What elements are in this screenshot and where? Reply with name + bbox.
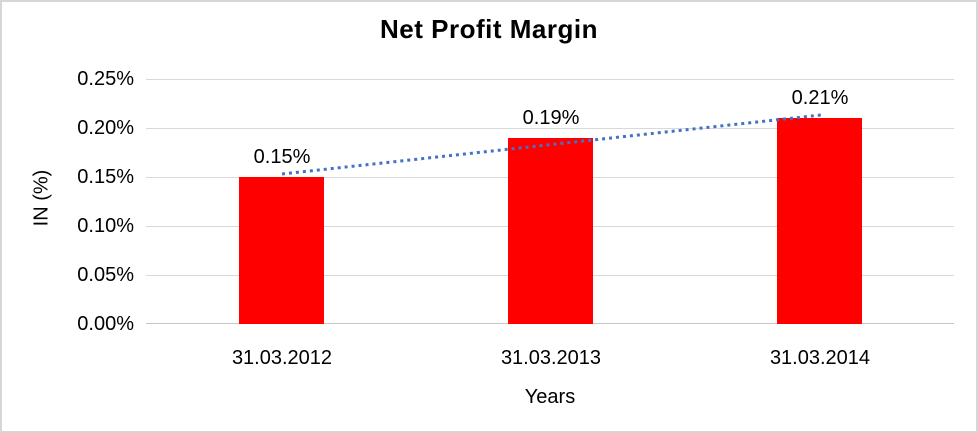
chart-title: Net Profit Margin [380,14,598,44]
plot-area: 0.15% 0.19% 0.21% [146,79,954,324]
y-tick-label: 0.25% [77,68,134,90]
bar-data-label: 0.21% [791,87,849,110]
bar-2013 [508,137,593,324]
y-tick-label: 0.15% [77,166,134,188]
x-axis-title: Years [524,386,576,408]
bar-data-label: 0.19% [522,106,580,129]
y-tick-label: 0.00% [77,313,134,335]
bar-2014 [777,118,862,324]
x-tick-label: 31.03.2014 [769,347,871,369]
gridline [146,128,954,129]
y-tick-label: 0.10% [77,215,134,237]
bar-2012 [239,177,324,324]
bar-data-label: 0.15% [253,146,311,168]
y-tick-label: 0.05% [77,264,134,286]
y-tick-label: 0.20% [77,117,134,139]
x-tick-label: 31.03.2013 [500,347,602,369]
gridline [146,79,954,80]
x-tick-label: 31.03.2012 [231,347,333,369]
